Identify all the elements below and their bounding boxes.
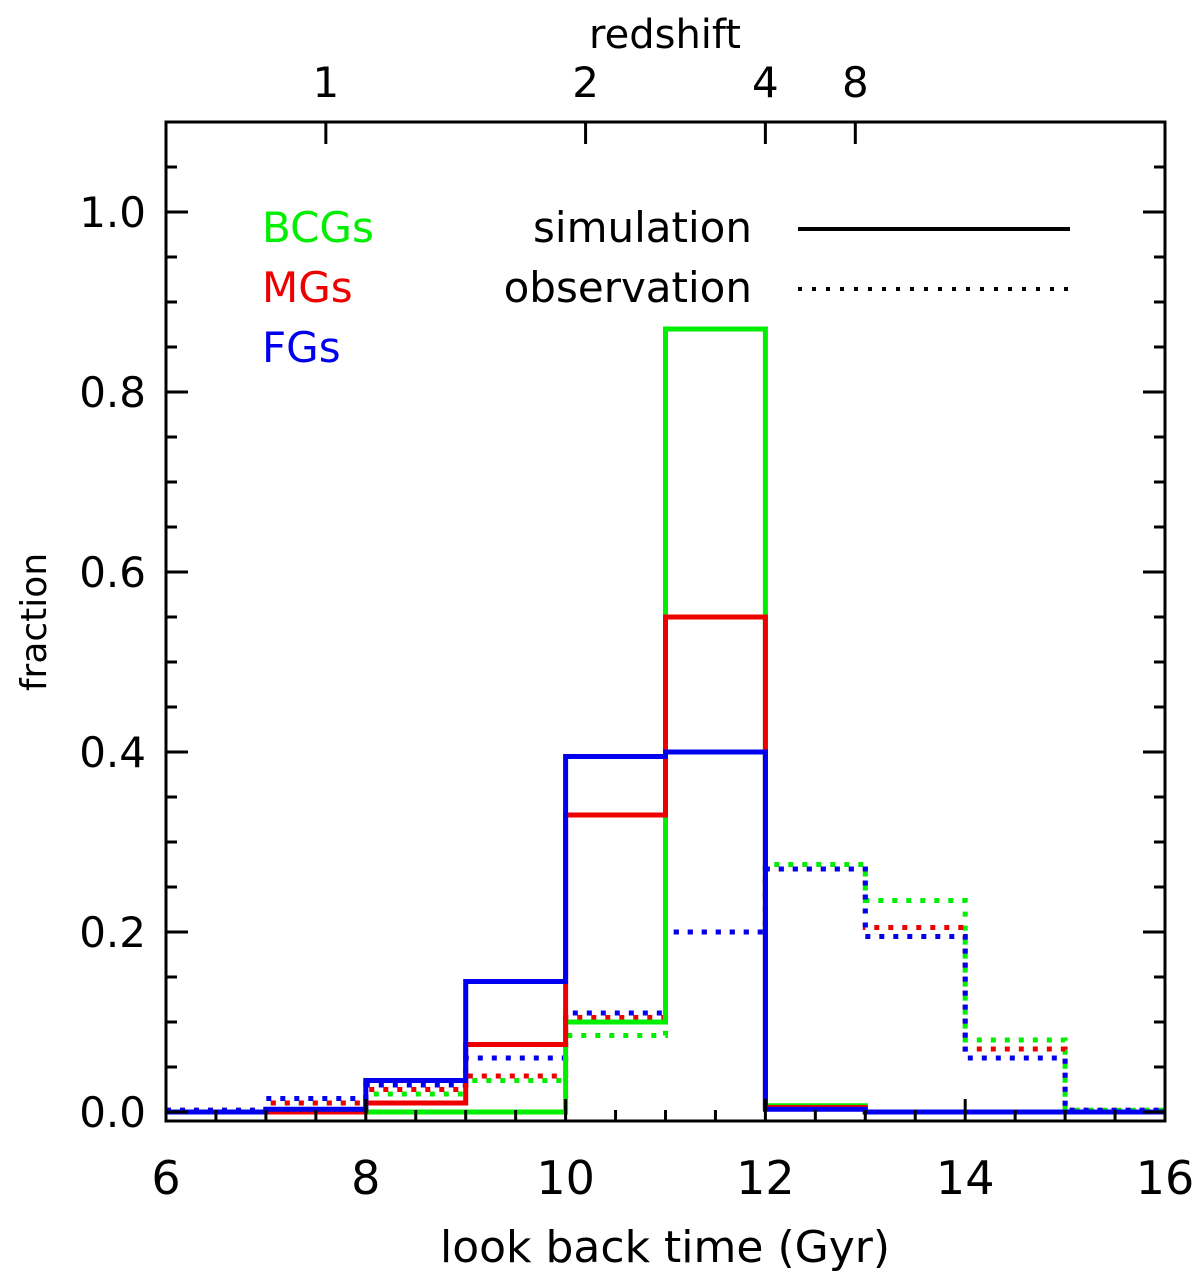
y-tick-label: 1.0	[79, 188, 146, 237]
y-tick-label: 0.0	[79, 1088, 146, 1137]
x-tick-label: 14	[936, 1151, 995, 1205]
legend-observation: observation	[504, 263, 752, 312]
y-axis-label: fraction	[14, 553, 55, 691]
legend-simulation: simulation	[533, 203, 752, 252]
tick-layer	[164, 120, 1167, 1121]
legend-mgs: MGs	[262, 263, 353, 312]
x-axis-label: look back time (Gyr)	[440, 1222, 890, 1273]
series-fgs-simulation	[166, 749, 1165, 1115]
x-tick-label: 16	[1136, 1151, 1195, 1205]
x-tick-label: 10	[536, 1151, 595, 1205]
y-tick-label: 0.6	[79, 548, 146, 597]
top-tick-label: 4	[752, 58, 779, 107]
y-tick-label: 0.2	[79, 908, 146, 957]
top-axis-label: redshift	[589, 12, 741, 58]
legend-bcgs: BCGs	[262, 203, 374, 252]
x-tick-label: 6	[151, 1151, 180, 1205]
top-tick-label: 1	[312, 58, 339, 107]
series-layer	[166, 326, 1165, 1115]
x-tick-label: 12	[736, 1151, 795, 1205]
tick-label-layer: 6 8 10 12 14 160.00.20.40.60.81.01 2 4 8	[79, 58, 1194, 1205]
legend-fgs: FGs	[262, 323, 341, 372]
y-tick-label: 0.4	[79, 728, 146, 777]
top-tick-label: 8	[842, 58, 869, 107]
x-tick-label: 8	[351, 1151, 380, 1205]
y-tick-label: 0.8	[79, 368, 146, 417]
top-tick-label: 2	[572, 58, 599, 107]
